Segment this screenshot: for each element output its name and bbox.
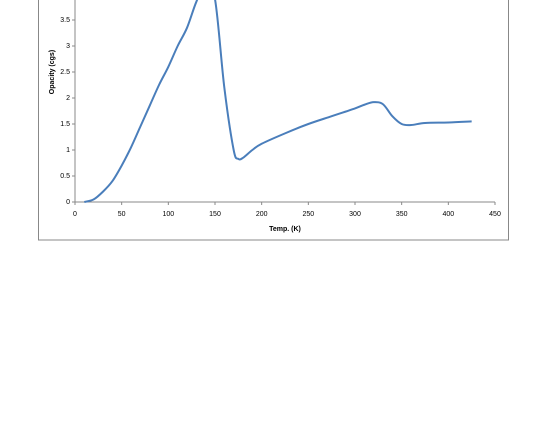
x-tick-label: 200 [256,211,268,218]
x-tick-label: 300 [349,211,361,218]
y-tick-label: 3.5 [60,17,70,24]
x-tick-label: 150 [209,211,221,218]
y-tick-label: 1 [66,147,70,154]
y-tick-label: 2 [66,95,70,102]
x-tick-label: 350 [396,211,408,218]
x-tick-label: 50 [118,211,126,218]
x-axis-label: Temp. (K) [269,226,301,233]
y-tick-label: 1.5 [60,121,70,128]
x-tick-label: 0 [73,211,77,218]
chart-frame [38,0,509,241]
x-tick-label: 250 [302,211,314,218]
y-axis-label: Opacity (cgs) [49,50,56,94]
y-tick-label: 3 [66,43,70,50]
x-tick-label: 100 [162,211,174,218]
series-line [84,0,472,203]
y-tick-label: 2.5 [60,69,70,76]
x-tick-label: 400 [442,211,454,218]
y-tick-label: 0 [66,199,70,206]
x-tick-label: 450 [489,211,501,218]
y-tick-label: 0.5 [60,173,70,180]
